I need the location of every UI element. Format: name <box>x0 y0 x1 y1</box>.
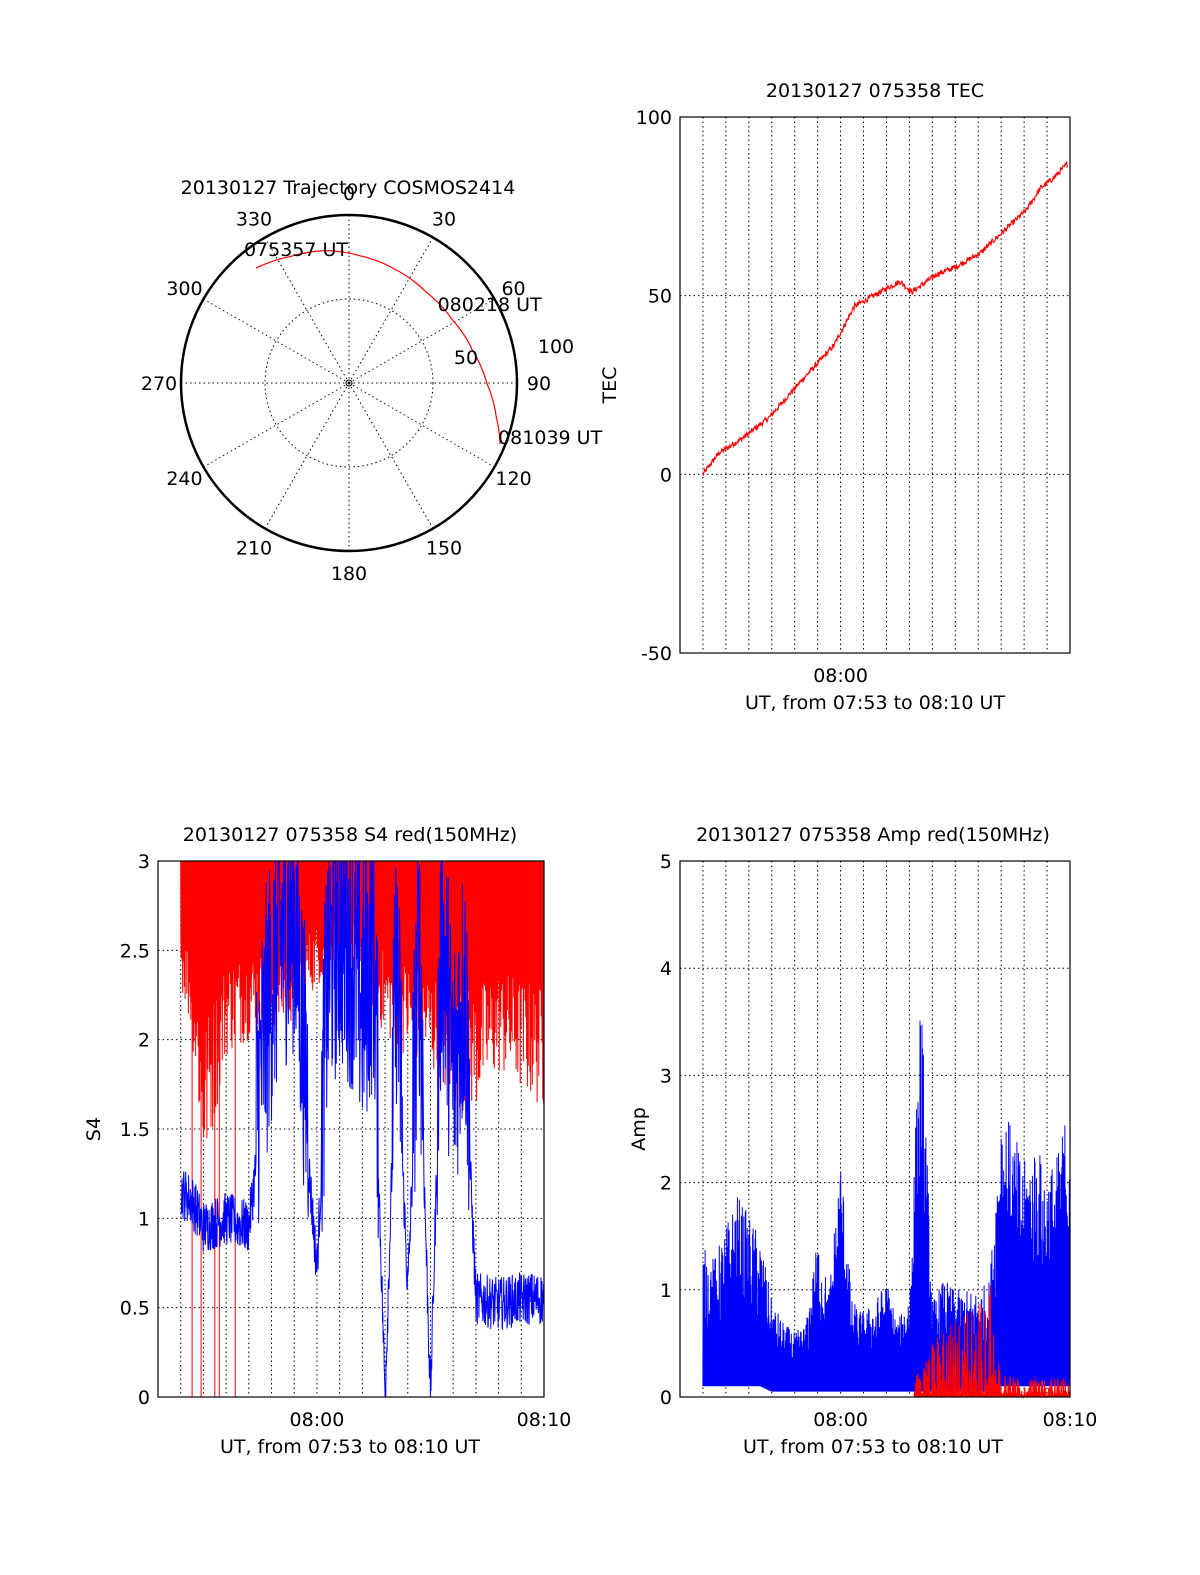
polar-angle-label: 60 <box>501 278 525 300</box>
x-tick-label: 08:10 <box>1043 1409 1098 1431</box>
y-tick-label: 2.5 <box>120 940 150 962</box>
y-tick-label: 5 <box>660 851 672 873</box>
y-tick-label: 3 <box>138 851 150 873</box>
polar-series <box>255 249 501 445</box>
amp-chart: 20130127 075358 Amp red(150MHz) 0 1 2 3 4 5 08… <box>628 824 1097 1458</box>
polar-grid <box>179 213 519 553</box>
polar-labels: 0 30 60 90 120 150 180 210 240 270 300 330 50 100 0753… <box>141 183 603 585</box>
y-tick-label: 100 <box>636 107 672 129</box>
y-tick-label: 0 <box>660 464 672 486</box>
s4-title: 20130127 075358 S4 red(150MHz) <box>183 824 517 846</box>
amp-y-axis-label: Amp <box>628 1107 650 1151</box>
s4-series <box>180 861 544 1397</box>
polar-angle-label: 330 <box>236 208 272 230</box>
tec-ticks: -50 0 50 100 08:00 <box>636 107 868 687</box>
tec-y-axis-label: TEC <box>599 367 621 405</box>
y-tick-label: 4 <box>660 958 672 980</box>
polar-trajectory-line <box>255 249 501 445</box>
polar-spoke <box>264 237 350 384</box>
amp-x-axis-label: UT, from 07:53 to 08:10 UT <box>743 1436 1003 1458</box>
polar-annotation: 080218 UT <box>438 294 542 316</box>
y-tick-label: 0 <box>660 1387 672 1409</box>
tec-x-axis-label: UT, from 07:53 to 08:10 UT <box>745 692 1005 714</box>
y-tick-label: 3 <box>660 1065 672 1087</box>
y-tick-label: 2 <box>660 1173 672 1195</box>
polar-spoke <box>348 237 434 384</box>
tec-chart: 20130127 075358 TEC -50 0 50 100 08:00 UT, f… <box>599 80 1071 714</box>
s4-blue-line <box>180 861 544 1397</box>
polar-spoke <box>348 382 434 529</box>
y-tick-label: 0 <box>138 1387 150 1409</box>
tec-title: 20130127 075358 TEC <box>766 80 984 102</box>
polar-angle-label: 0 <box>343 183 355 205</box>
y-tick-label: 2 <box>138 1030 150 1052</box>
polar-radial-label: 50 <box>454 347 478 369</box>
tec-grid <box>680 117 1070 653</box>
polar-angle-label: 120 <box>495 468 531 490</box>
polar-title: 20130127 Trajectory COSMOS2414 <box>181 177 516 199</box>
polar-angle-label: 180 <box>331 563 367 585</box>
y-tick-label: 50 <box>648 286 672 308</box>
x-tick-label: 08:10 <box>517 1409 572 1431</box>
tec-plot-frame <box>679 116 1071 654</box>
polar-angle-label: 30 <box>432 208 456 230</box>
s4-x-axis-label: UT, from 07:53 to 08:10 UT <box>220 1436 480 1458</box>
amp-ticks: 0 1 2 3 4 5 08:00 08:10 <box>660 851 1097 1431</box>
s4-plot-frame <box>157 860 545 1398</box>
x-tick-label: 08:00 <box>290 1409 345 1431</box>
x-tick-label: 08:00 <box>813 1409 868 1431</box>
polar-spoke <box>203 298 350 384</box>
amp-title: 20130127 075358 Amp red(150MHz) <box>696 824 1050 846</box>
x-tick-label: 08:00 <box>813 665 868 687</box>
polar-spoke <box>203 382 350 468</box>
y-tick-label: -50 <box>641 643 672 665</box>
polar-angle-label: 240 <box>166 468 202 490</box>
polar-angle-label: 210 <box>236 538 272 560</box>
s4-ticks: 0 0.5 1 1.5 2 2.5 3 08:00 08:10 <box>120 851 572 1431</box>
amp-plot-frame <box>679 860 1071 1398</box>
polar-annotation: 075357 UT <box>244 239 348 261</box>
polar-spoke <box>348 298 495 384</box>
polar-center-mark <box>345 379 353 387</box>
polar-angle-label: 150 <box>426 538 462 560</box>
y-tick-label: 0.5 <box>120 1298 150 1320</box>
polar-trajectory-chart: 20130127 Trajectory COSMOS2414 0 30 60 90 12… <box>141 177 603 585</box>
polar-angle-label: 270 <box>141 373 177 395</box>
tec-line <box>702 160 1069 477</box>
tec-series <box>702 160 1069 477</box>
y-tick-label: 1 <box>138 1208 150 1230</box>
s4-chart: 20130127 075358 S4 red(150MHz) 0 0.5 1 1.5 2… <box>83 824 571 1458</box>
polar-angle-label: 300 <box>166 278 202 300</box>
s4-y-axis-label: S4 <box>83 1117 105 1141</box>
polar-annotation: 081039 UT <box>498 427 602 449</box>
polar-angle-label: 90 <box>527 373 551 395</box>
s4-series-group <box>180 861 544 1397</box>
polar-spoke <box>348 382 495 468</box>
polar-radial-ring <box>264 298 434 468</box>
y-tick-label: 1 <box>660 1280 672 1302</box>
polar-spoke <box>264 382 350 529</box>
polar-radial-label: 100 <box>538 336 574 358</box>
s4-red-line <box>180 861 544 1397</box>
y-tick-label: 1.5 <box>120 1119 150 1141</box>
